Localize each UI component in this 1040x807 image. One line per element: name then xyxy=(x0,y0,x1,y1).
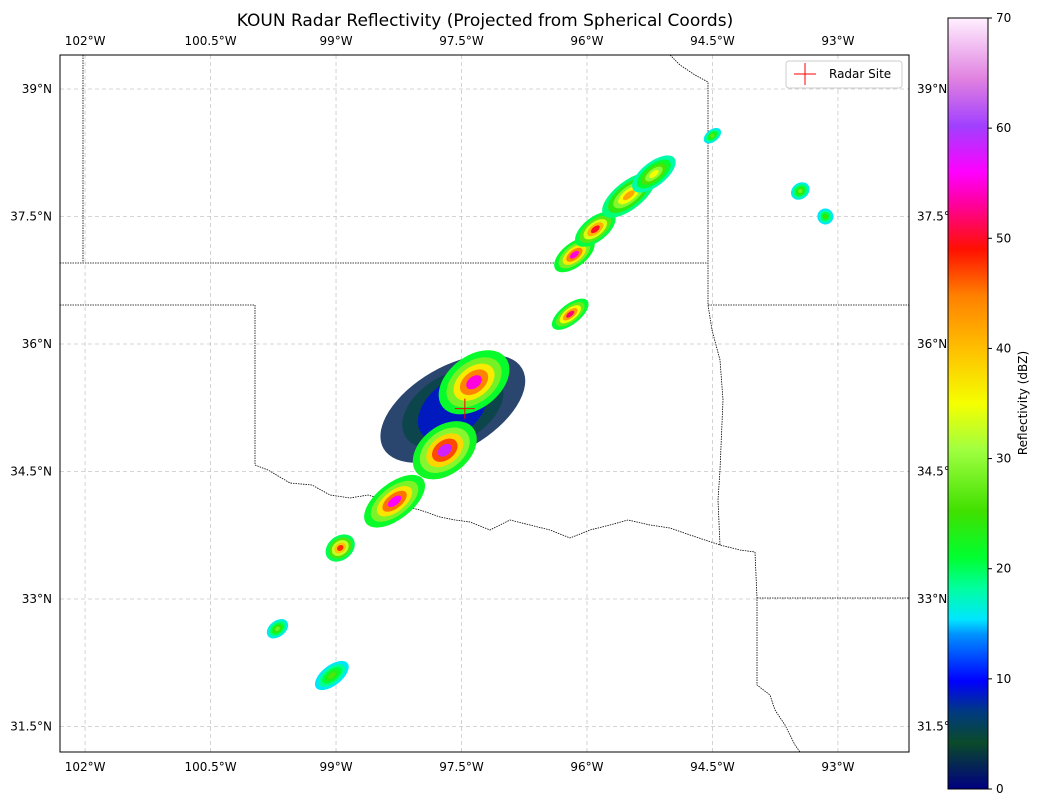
colorbar-tick-label: 20 xyxy=(996,562,1011,576)
lon-tick-bottom: 99°W xyxy=(319,760,352,774)
graticule xyxy=(60,55,909,752)
lat-tick-left: 31.5°N xyxy=(10,720,52,734)
storm-cell xyxy=(275,626,280,632)
storm-cell xyxy=(590,225,600,234)
lon-tick-bottom: 102°W xyxy=(65,760,106,774)
colorbar-tick-label: 30 xyxy=(996,452,1011,466)
lat-tick-left: 34.5°N xyxy=(10,465,52,479)
longitude-ticks-bottom: 102°W 100.5°W 99°W 97.5°W 96°W 94.5°W 93°W xyxy=(65,760,855,774)
lon-tick-top: 99°W xyxy=(319,34,352,48)
lon-tick-bottom: 94.5°W xyxy=(690,760,735,774)
lon-tick-bottom: 93°W xyxy=(821,760,854,774)
storm-cell xyxy=(387,495,402,508)
lat-tick-right: 39°N xyxy=(917,82,947,96)
storm-cell xyxy=(622,190,635,201)
storm-cell xyxy=(336,544,344,552)
lat-tick-left: 36°N xyxy=(22,337,52,351)
lat-tick-left: 37.5°N xyxy=(10,210,52,224)
map-frame xyxy=(59,54,910,753)
lon-tick-bottom: 96°W xyxy=(570,760,603,774)
storm-cell xyxy=(710,133,715,138)
colorbar-label: Reflectivity (dBZ) xyxy=(1016,351,1030,455)
chart-title: KOUN Radar Reflectivity (Projected from … xyxy=(237,11,733,31)
lat-tick-left: 39°N xyxy=(22,82,52,96)
storm-cell xyxy=(437,443,452,457)
lon-tick-bottom: 100.5°W xyxy=(184,760,236,774)
lon-tick-top: 94.5°W xyxy=(690,34,735,48)
storm-cell xyxy=(466,375,482,390)
lon-tick-top: 93°W xyxy=(821,34,854,48)
state-borders xyxy=(60,55,909,752)
legend: Radar Site xyxy=(785,60,903,89)
longitude-ticks-top: 102°W 100.5°W 99°W 97.5°W 96°W 94.5°W 93°W xyxy=(65,34,855,48)
lon-tick-top: 100.5°W xyxy=(184,34,236,48)
latitude-ticks-left: 39°N 37.5°N 36°N 34.5°N 33°N 31.5°N xyxy=(10,82,52,734)
storm-cell xyxy=(569,250,579,259)
legend-label: Radar Site xyxy=(829,67,891,81)
colorbar-tick-label: 0 xyxy=(996,782,1004,796)
lon-tick-bottom: 97.5°W xyxy=(439,760,484,774)
lat-tick-right: 33°N xyxy=(917,592,947,606)
storm-cell xyxy=(566,310,575,318)
storm-cell xyxy=(823,214,828,219)
reflectivity-field xyxy=(266,127,834,691)
storm-cell xyxy=(328,672,336,679)
lat-tick-left: 33°N xyxy=(22,592,52,606)
storm-cell xyxy=(798,188,803,194)
legend-box xyxy=(785,60,903,89)
colorbar-tick-label: 40 xyxy=(996,341,1011,355)
colorbar-tick-label: 50 xyxy=(996,231,1011,245)
lon-tick-top: 102°W xyxy=(65,34,106,48)
lon-tick-top: 97.5°W xyxy=(439,34,484,48)
colorbar-tick-label: 70 xyxy=(996,11,1011,25)
colorbar-tick-label: 10 xyxy=(996,672,1011,686)
storm-cell xyxy=(649,169,659,179)
legend-marker-icon xyxy=(794,63,816,85)
colorbar-ticks: 0 10 20 30 40 50 60 70 xyxy=(988,11,1011,796)
radar-site-marker xyxy=(454,398,475,419)
colorbar-tick-label: 60 xyxy=(996,121,1011,135)
lon-tick-top: 96°W xyxy=(570,34,603,48)
lat-tick-right: 36°N xyxy=(917,337,947,351)
colorbar xyxy=(947,17,989,790)
